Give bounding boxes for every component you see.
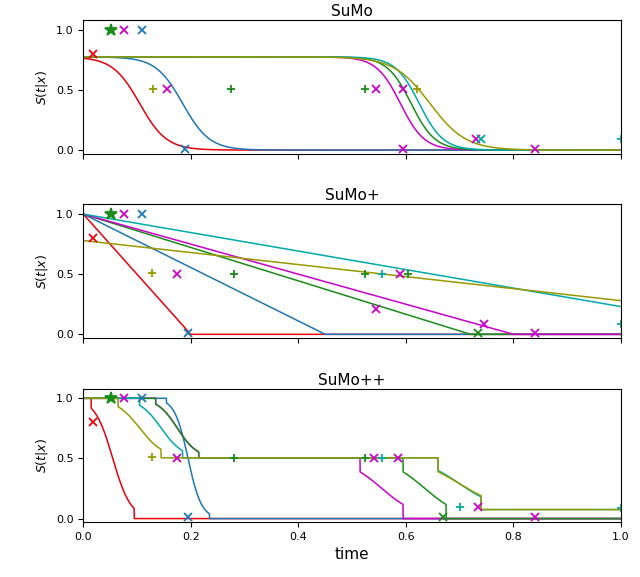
Title: SuMo+: SuMo+ [324,188,380,203]
Y-axis label: $S(t|x)$: $S(t|x)$ [35,438,51,473]
Y-axis label: $S(t|x)$: $S(t|x)$ [35,69,51,104]
X-axis label: time: time [335,548,369,563]
Title: SuMo: SuMo [331,4,373,19]
Y-axis label: $S(t|x)$: $S(t|x)$ [35,254,51,288]
Title: SuMo++: SuMo++ [318,373,386,388]
